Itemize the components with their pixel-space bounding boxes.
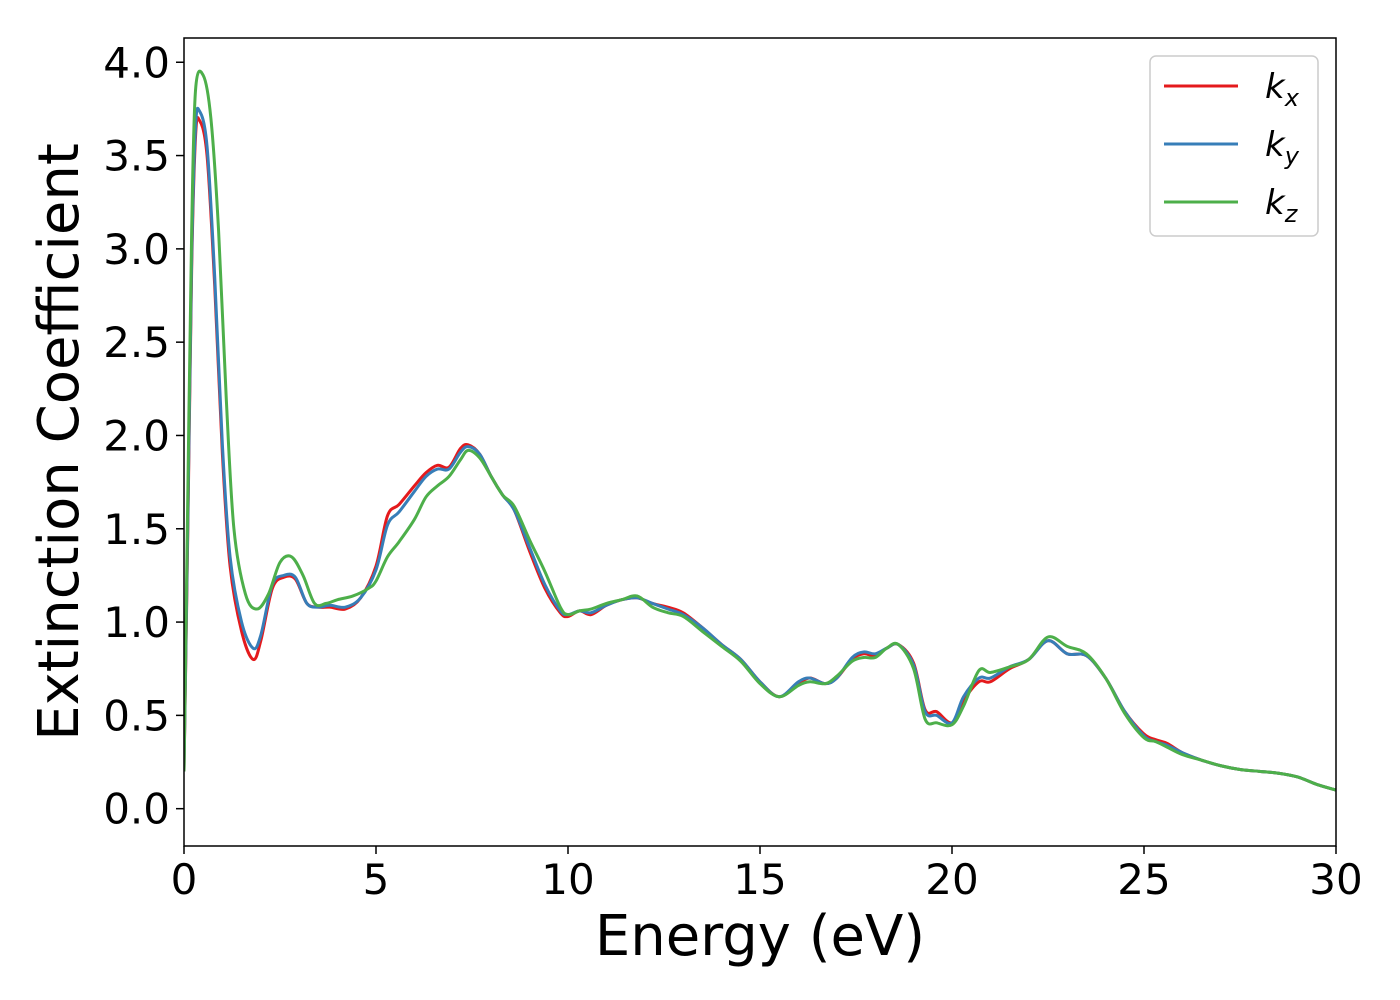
x-tick-label: 0	[171, 855, 198, 904]
x-axis-title: Energy (eV)	[595, 904, 925, 969]
x-axis: 0 5 10 15 20 25 30	[171, 846, 1363, 904]
legend: kx ky kz	[1149, 55, 1319, 237]
y-tick-label: 1.0	[103, 598, 170, 647]
y-tick-label: 2.5	[103, 318, 170, 367]
x-tick-label: 5	[363, 855, 390, 904]
x-tick-label: 20	[925, 855, 978, 904]
y-axis: 0.0 0.5 1.0 1.5 2.0 2.5 3.0 3.5 4.0	[103, 38, 184, 834]
y-tick-label: 0.5	[103, 691, 170, 740]
legend-box	[1149, 55, 1319, 237]
y-tick-label: 2.0	[103, 411, 170, 460]
legend-label-kx: kx	[1265, 67, 1300, 112]
legend-label-ky: ky	[1265, 125, 1300, 170]
y-tick-label: 1.5	[103, 505, 170, 554]
x-tick-label: 25	[1117, 855, 1170, 904]
x-tick-label: 10	[541, 855, 594, 904]
legend-label-kz: kz	[1265, 183, 1299, 228]
series-line-kz	[184, 69, 1336, 792]
x-tick-label: 30	[1309, 855, 1362, 904]
series-layer	[184, 69, 1336, 792]
y-tick-label: 3.5	[103, 132, 170, 181]
y-tick-label: 3.0	[103, 225, 170, 274]
x-tick-label: 15	[733, 855, 786, 904]
y-tick-label: 4.0	[103, 38, 170, 87]
y-tick-label: 0.0	[103, 785, 170, 834]
y-axis-title: Extinction Coefficient	[27, 143, 92, 741]
